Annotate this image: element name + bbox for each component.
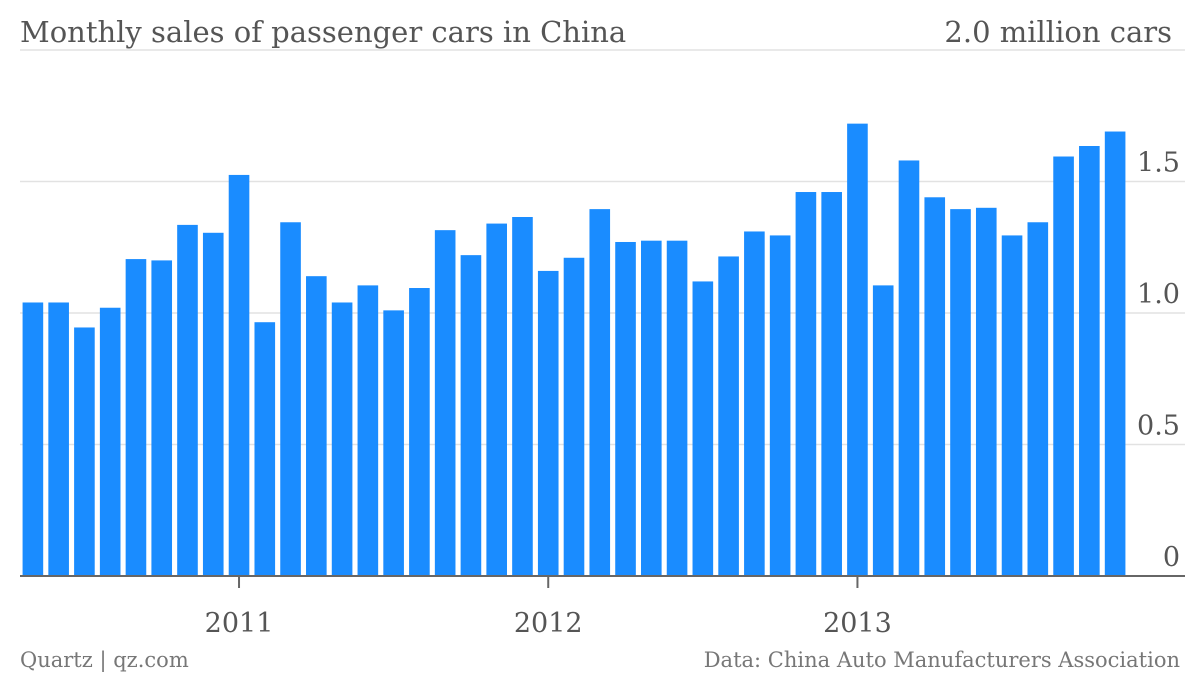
x-tick-label: 2011 [205, 608, 274, 639]
y-tick-label: 0.5 [1137, 411, 1180, 442]
unit-label: 2.0 million cars [944, 15, 1172, 49]
bar [99, 307, 121, 576]
bar [975, 207, 997, 577]
bar [666, 240, 688, 576]
bar [718, 256, 739, 576]
bar [383, 310, 404, 576]
bar [460, 255, 482, 576]
bar [74, 327, 95, 576]
bar [409, 288, 430, 576]
bar [512, 217, 533, 576]
bar [254, 322, 276, 576]
bar [125, 259, 147, 576]
bar [331, 302, 353, 576]
bar [1079, 146, 1100, 576]
credit-text: Quartz | qz.com [20, 648, 189, 673]
bar [795, 192, 817, 576]
bar [537, 270, 559, 576]
bar [151, 260, 173, 576]
source-text: Data: China Auto Manufacturers Associati… [704, 648, 1180, 672]
bar [872, 285, 894, 576]
x-tick-label: 2013 [823, 608, 892, 639]
bar [357, 285, 379, 576]
bar [563, 257, 585, 576]
bar [898, 160, 920, 576]
bar [692, 281, 714, 576]
bar [228, 174, 250, 576]
bar [769, 235, 791, 577]
y-tick-label: 0 [1163, 542, 1180, 573]
bar [641, 240, 662, 576]
bar [202, 232, 224, 577]
bar [434, 230, 456, 576]
bar [1027, 222, 1049, 576]
y-tick-label: 1.0 [1137, 279, 1180, 310]
bar [1053, 156, 1074, 576]
bar [1001, 235, 1023, 577]
y-tick-label: 1.5 [1137, 148, 1180, 179]
x-tick-label: 2012 [514, 608, 583, 639]
bar [744, 231, 765, 576]
bar [950, 209, 971, 576]
bar [1104, 131, 1126, 576]
bar [177, 224, 198, 576]
bar [22, 302, 44, 576]
bar [280, 222, 301, 576]
bar [306, 276, 327, 576]
chart-title: Monthly sales of passenger cars in China [20, 15, 626, 49]
bar [486, 223, 507, 576]
bar [589, 209, 611, 576]
y-axis-labels: 0 0.5 1.0 1.5 [1137, 148, 1180, 574]
bar [48, 302, 69, 576]
x-axis-ticks: 2011 2012 2013 [205, 576, 892, 639]
bar [847, 123, 868, 576]
bar [615, 241, 636, 577]
bar [924, 197, 946, 576]
bars [22, 123, 1126, 577]
bar [821, 192, 842, 576]
